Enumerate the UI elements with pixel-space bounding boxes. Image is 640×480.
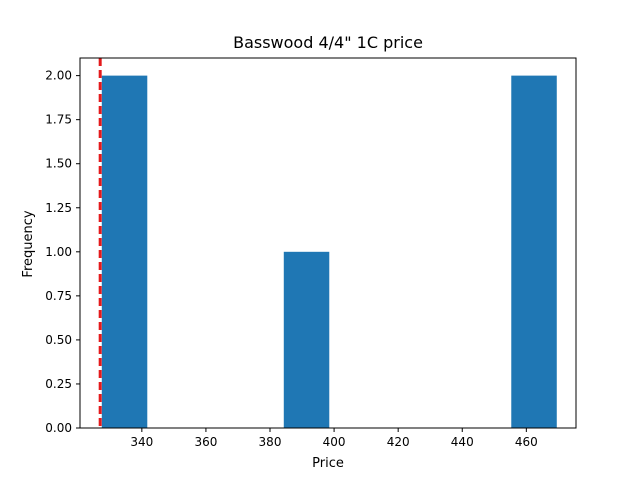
histogram-bar bbox=[511, 75, 557, 428]
x-tick-label: 440 bbox=[451, 435, 474, 449]
x-axis-label: Price bbox=[312, 456, 344, 471]
x-tick-label: 460 bbox=[515, 435, 538, 449]
axes-frame bbox=[79, 57, 577, 429]
y-tick-label: 1.00 bbox=[45, 245, 72, 259]
chart-title: Basswood 4/4" 1C price bbox=[233, 33, 423, 52]
y-tick-label: 0.25 bbox=[45, 377, 72, 391]
x-tick-label: 340 bbox=[130, 435, 153, 449]
y-tick-label: 0.75 bbox=[45, 289, 72, 303]
y-tick-label: 1.75 bbox=[45, 113, 72, 127]
histogram-bar bbox=[283, 251, 330, 428]
y-axis-label: Frequency bbox=[21, 210, 36, 277]
y-tick-label: 1.25 bbox=[45, 201, 72, 215]
histogram-bar bbox=[101, 75, 148, 428]
y-tick-label: 1.50 bbox=[45, 157, 72, 171]
x-tick-label: 360 bbox=[194, 435, 217, 449]
axes: 340 360 380 400 420 440 460 0.00 0.25 0.50 0.75 1.0… bbox=[45, 57, 577, 449]
plot-area bbox=[98, 58, 557, 428]
x-tick-label: 380 bbox=[259, 435, 282, 449]
y-tick-label: 0.50 bbox=[45, 333, 72, 347]
x-tick-label: 400 bbox=[323, 435, 346, 449]
y-tick-label: 2.00 bbox=[45, 69, 72, 83]
y-tick-label: 0.00 bbox=[45, 421, 72, 435]
x-tick-label: 420 bbox=[387, 435, 410, 449]
